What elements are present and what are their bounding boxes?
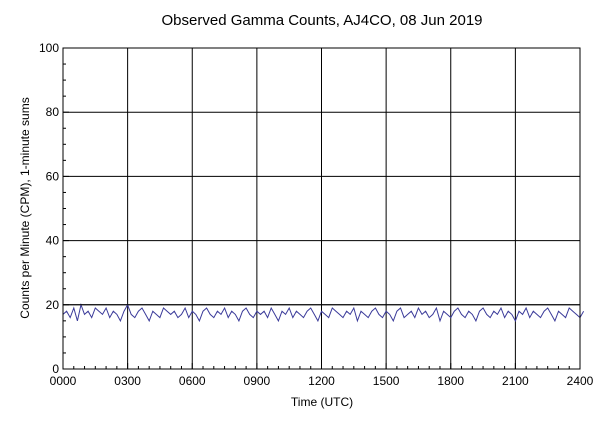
y-tick-label: 60 — [46, 169, 60, 183]
chart-title: Observed Gamma Counts, AJ4CO, 08 Jun 201… — [162, 12, 483, 29]
x-tick-labels: 0000 0300 0600 0900 1200 1500 1800 2100 2400 — [50, 374, 594, 388]
minor-ticks — [62, 47, 581, 370]
series-line — [62, 303, 585, 323]
x-tick-label: 2400 — [567, 374, 594, 388]
x-tick-label: 0300 — [114, 374, 141, 388]
x-tick-label: 1800 — [437, 374, 464, 388]
x-tick-label: 0000 — [50, 374, 77, 388]
y-tick-label: 100 — [39, 41, 59, 55]
y-tick-label: 40 — [46, 234, 60, 248]
x-tick-label: 0900 — [244, 374, 271, 388]
y-tick-labels: 0 20 40 60 80 100 — [39, 41, 59, 376]
x-tick-label: 1200 — [308, 374, 335, 388]
y-tick-label: 0 — [52, 362, 59, 376]
grid-layer — [63, 48, 580, 369]
y-tick-label: 80 — [46, 105, 60, 119]
y-tick-label: 20 — [46, 298, 60, 312]
x-tick-label: 2100 — [502, 374, 529, 388]
x-tick-label: 0600 — [179, 374, 206, 388]
x-tick-label: 1500 — [373, 374, 400, 388]
y-axis-label: Counts per Minute (CPM), 1-minute sums — [18, 97, 32, 318]
x-axis-label: Time (UTC) — [291, 395, 353, 409]
